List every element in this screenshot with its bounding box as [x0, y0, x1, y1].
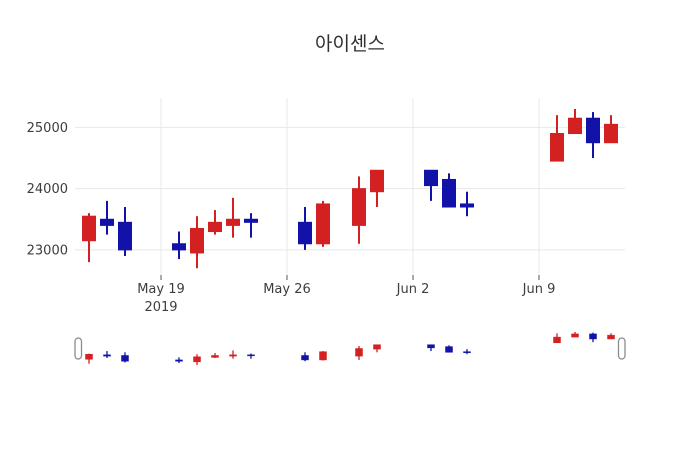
rs-candle-2019-06-03 — [427, 344, 435, 352]
candle-2019-06-10 — [550, 115, 564, 162]
rs-candle-2019-06-10 — [553, 333, 561, 344]
candle-body — [118, 221, 132, 251]
rs-candle-2019-06-05 — [463, 349, 471, 355]
rs-candle-body — [355, 348, 363, 357]
rs-candle-body — [229, 354, 237, 357]
candle-2019-05-27 — [298, 207, 312, 250]
rs-candle-body — [211, 355, 219, 358]
candle-2019-06-04 — [442, 173, 456, 208]
x-tick-label: Jun 2 — [396, 282, 430, 297]
candle-2019-05-30 — [352, 176, 366, 244]
rs-candle-2019-05-15 — [85, 353, 93, 364]
candle-2019-05-28 — [316, 200, 330, 247]
x-tick-sublabel: 2019 — [144, 300, 177, 315]
x-axis-labels: May 19 2019 May 26 Jun 2 Jun 9 — [137, 282, 555, 315]
rs-candle-2019-05-17 — [121, 352, 129, 363]
candle-2019-05-23 — [226, 197, 240, 238]
candle-body — [568, 117, 582, 135]
candle-body — [190, 227, 204, 254]
candle-2019-05-21 — [190, 216, 204, 269]
candle-body — [226, 218, 240, 226]
rangeslider-track[interactable] — [75, 330, 625, 367]
rs-candle-body — [247, 354, 255, 357]
rangeslider — [74, 330, 626, 367]
x-tick-label: May 19 — [137, 282, 185, 297]
candle-body — [244, 218, 258, 223]
candlestick-series — [82, 109, 618, 269]
candle-body — [604, 123, 618, 144]
rs-candle-2019-05-28 — [319, 351, 327, 361]
rs-candle-body — [373, 344, 381, 350]
rs-candle-body — [85, 353, 93, 360]
rs-candle-2019-05-21 — [193, 354, 201, 365]
candle-body — [460, 203, 474, 208]
rs-candle-2019-05-30 — [355, 345, 363, 360]
rs-candle-2019-06-04 — [445, 345, 453, 353]
candle-2019-05-17 — [118, 207, 132, 257]
candle-body — [316, 203, 330, 245]
candle-body — [208, 221, 222, 233]
candle-2019-05-20 — [172, 231, 186, 260]
rs-candle-2019-06-13 — [607, 333, 615, 340]
rs-candle-body — [175, 359, 183, 362]
candle-body — [442, 178, 456, 208]
rs-candle-body — [553, 336, 561, 344]
rs-candle-body — [121, 355, 129, 362]
candle-2019-06-05 — [460, 191, 474, 217]
candle-2019-05-31 — [370, 169, 384, 208]
candle-body — [550, 133, 564, 162]
plot-area[interactable] — [75, 98, 625, 275]
rs-candle-2019-05-24 — [247, 353, 255, 359]
gridlines — [75, 98, 625, 280]
y-tick-label: 24000 — [27, 182, 68, 197]
candle-body — [172, 243, 186, 251]
candle-body — [352, 188, 366, 226]
candle-body — [298, 221, 312, 245]
candle-body — [424, 169, 438, 187]
candle-2019-05-22 — [208, 210, 222, 235]
x-tick-label: May 26 — [263, 282, 311, 297]
y-tick-label: 23000 — [27, 243, 68, 258]
candle-2019-05-16 — [100, 200, 114, 235]
x-tick-label: Jun 9 — [522, 282, 556, 297]
rs-candle-body — [589, 333, 597, 340]
rs-candle-body — [319, 351, 327, 361]
candle-2019-06-12 — [586, 112, 600, 159]
candle-body — [586, 117, 600, 144]
y-axis-labels: 23000 24000 25000 — [27, 121, 68, 258]
rs-candle-body — [103, 354, 111, 357]
rangeslider-candles — [85, 332, 615, 365]
candle-2019-05-24 — [244, 213, 258, 238]
rangeslider-left-handle[interactable] — [74, 337, 83, 360]
candle-body — [100, 218, 114, 226]
chart-title: 아이센스 — [315, 33, 385, 55]
rs-candle-2019-05-16 — [103, 351, 111, 359]
rs-candle-2019-06-12 — [589, 332, 597, 343]
rs-candle-2019-05-22 — [211, 352, 219, 359]
rs-candle-2019-06-11 — [571, 332, 579, 338]
y-tick-label: 25000 — [27, 121, 68, 136]
candle-2019-06-13 — [604, 115, 618, 144]
rs-candle-2019-05-20 — [175, 357, 183, 364]
candle-body — [82, 215, 96, 242]
rs-candle-body — [463, 351, 471, 353]
rs-candle-body — [571, 333, 579, 338]
candle-body — [370, 169, 384, 193]
rs-candle-body — [607, 334, 615, 340]
candle-2019-05-15 — [82, 213, 96, 263]
rs-candle-body — [301, 355, 309, 361]
candle-2019-06-11 — [568, 109, 582, 135]
candle-2019-06-03 — [424, 169, 438, 201]
rs-candle-2019-05-31 — [373, 344, 381, 353]
rs-candle-body — [427, 344, 435, 349]
rs-candle-body — [193, 356, 201, 363]
rs-candle-body — [445, 346, 453, 353]
rs-candle-2019-05-27 — [301, 352, 309, 362]
rs-candle-2019-05-23 — [229, 350, 237, 359]
rangeslider-right-handle[interactable] — [617, 337, 626, 360]
